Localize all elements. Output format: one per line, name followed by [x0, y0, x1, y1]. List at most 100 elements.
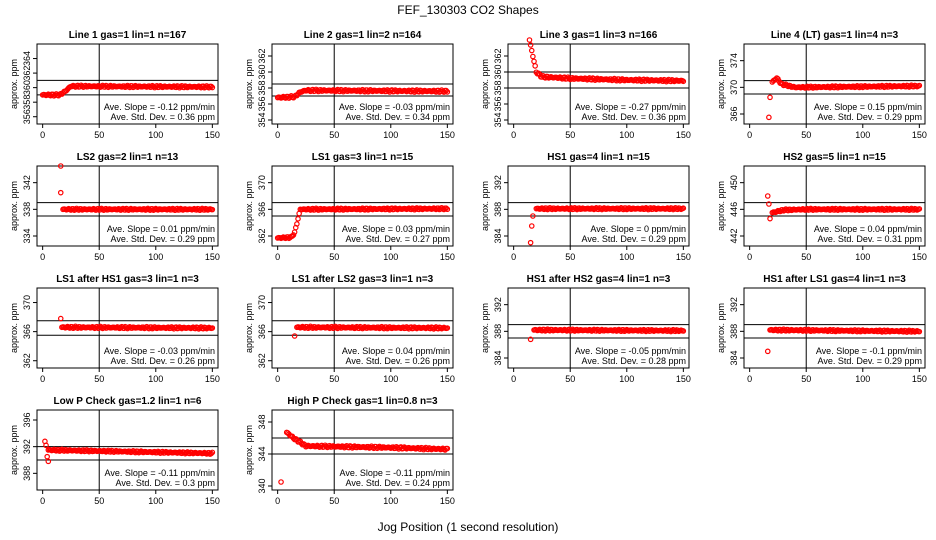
plot-frame — [743, 165, 926, 247]
x-tick-label: 0 — [511, 252, 516, 262]
y-tick-label: 364 — [22, 51, 32, 66]
x-tick-label: 100 — [148, 252, 163, 262]
data-point — [526, 37, 533, 43]
x-tick-label: 0 — [40, 374, 45, 384]
x-tick-label: 50 — [801, 252, 811, 262]
outlier-point — [766, 201, 772, 207]
x-tick-label: 0 — [40, 130, 45, 140]
data-point — [916, 328, 923, 335]
y-tick-label: 334 — [22, 228, 32, 243]
data-point — [209, 325, 216, 331]
x-tick-label: 50 — [565, 252, 575, 262]
y-tick-label: 446 — [729, 202, 739, 217]
x-tick-label: 0 — [275, 252, 280, 262]
std-dev-annotation: Ave. Std. Dev. = 0.27 ppm — [346, 234, 450, 244]
std-dev-annotation: Ave. Std. Dev. = 0.29 ppm — [818, 356, 922, 366]
x-tick-label: 0 — [40, 496, 45, 506]
outlier-point — [527, 239, 534, 246]
x-tick-label: 100 — [383, 496, 398, 506]
x-tick-label: 150 — [676, 374, 691, 384]
y-tick-label: 366 — [22, 324, 32, 339]
data-point — [680, 328, 687, 334]
slope-annotation: Ave. Slope = -0.05 ppm/min — [575, 346, 686, 356]
y-tick-label: 384 — [493, 228, 503, 243]
data-point — [443, 205, 450, 211]
y-tick-label: 388 — [493, 324, 503, 339]
figure-title: FEF_130303 CO2 Shapes — [397, 3, 538, 17]
y-tick-label: 338 — [22, 202, 32, 217]
plot-frame — [507, 287, 690, 369]
y-tick-label: 360 — [22, 80, 32, 95]
y-tick-label: 392 — [22, 439, 32, 454]
y-axis-label: approx. ppm — [244, 303, 254, 353]
outlier-point — [764, 193, 771, 199]
y-tick-label: 358 — [493, 80, 503, 95]
x-tick-label: 100 — [148, 496, 163, 506]
data-point — [208, 450, 215, 457]
plot-frame — [36, 165, 219, 247]
y-axis-label: approx. ppm — [244, 59, 254, 109]
y-tick-label: 396 — [22, 412, 32, 427]
x-tick-label: 50 — [94, 130, 104, 140]
y-axis-label: approx. ppm — [716, 303, 726, 353]
outlier-point — [764, 348, 771, 355]
panel-14: High P Check gas=1 lin=0.8 n=3 0 50 100 150 3… — [244, 396, 455, 506]
y-axis-label: approx. ppm — [480, 59, 490, 109]
y-tick-label: 374 — [729, 53, 739, 68]
outlier-point — [767, 215, 773, 222]
panel-5: LS2 gas=2 lin=1 n=13 0 50 100 150 334 338 342ap… — [9, 152, 220, 262]
plot-frame — [36, 287, 219, 369]
panel-title: HS1 after HS2 gas=4 lin=1 n=3 — [527, 274, 671, 285]
slope-annotation: Ave. Slope = -0.03 ppm/min — [339, 102, 450, 112]
std-dev-annotation: Ave. Std. Dev. = 0.31 ppm — [818, 234, 922, 244]
y-tick-label: 362 — [493, 48, 503, 63]
x-tick-label: 150 — [205, 496, 220, 506]
panel-title: LS2 gas=2 lin=1 n=13 — [77, 152, 179, 163]
x-tick-label: 100 — [383, 130, 398, 140]
outlier-point — [291, 333, 298, 339]
panel-title: Line 4 (LT) gas=1 lin=4 n=3 — [771, 30, 899, 41]
outlier-point — [57, 189, 64, 196]
data-point — [680, 78, 687, 85]
outlier-point — [278, 479, 284, 485]
y-axis-label: approx. ppm — [9, 181, 19, 231]
x-tick-label: 150 — [205, 374, 220, 384]
x-tick-label: 50 — [94, 252, 104, 262]
y-tick-label: 360 — [493, 64, 503, 79]
x-tick-label: 0 — [747, 252, 752, 262]
y-tick-label: 388 — [729, 324, 739, 339]
data-point — [209, 84, 216, 91]
y-tick-label: 384 — [729, 350, 739, 365]
x-tick-label: 100 — [148, 130, 163, 140]
y-tick-label: 356 — [493, 96, 503, 111]
panel-title: HS2 gas=5 lin=1 n=15 — [783, 152, 886, 163]
data-point — [680, 205, 687, 212]
x-tick-label: 0 — [275, 374, 280, 384]
y-tick-label: 366 — [729, 106, 739, 121]
x-tick-label: 100 — [383, 374, 398, 384]
data-point — [289, 233, 296, 239]
x-tick-label: 0 — [40, 252, 45, 262]
x-tick-label: 100 — [619, 252, 634, 262]
panel-13: Low P Check gas=1.2 lin=1 n=6 0 50 100 150 38… — [9, 396, 220, 506]
x-tick-label: 100 — [855, 252, 870, 262]
std-dev-annotation: Ave. Std. Dev. = 0.36 ppm — [111, 112, 215, 122]
y-axis-label: approx. ppm — [716, 181, 726, 231]
plot-frame — [507, 165, 690, 247]
x-tick-label: 50 — [565, 130, 575, 140]
y-tick-label: 362 — [257, 48, 267, 63]
panel-title: Line 1 gas=1 lin=1 n=167 — [69, 30, 187, 41]
y-tick-label: 370 — [257, 175, 267, 190]
y-tick-label: 362 — [22, 66, 32, 81]
data-point — [444, 89, 451, 95]
data-point — [208, 83, 215, 90]
std-dev-annotation: Ave. Std. Dev. = 0.36 ppm — [582, 112, 686, 122]
y-tick-label: 450 — [729, 175, 739, 190]
data-point — [290, 232, 297, 238]
data-point — [531, 58, 537, 65]
x-tick-label: 100 — [855, 374, 870, 384]
outlier-point — [527, 336, 534, 343]
x-tick-label: 150 — [205, 130, 220, 140]
y-tick-label: 360 — [257, 64, 267, 79]
